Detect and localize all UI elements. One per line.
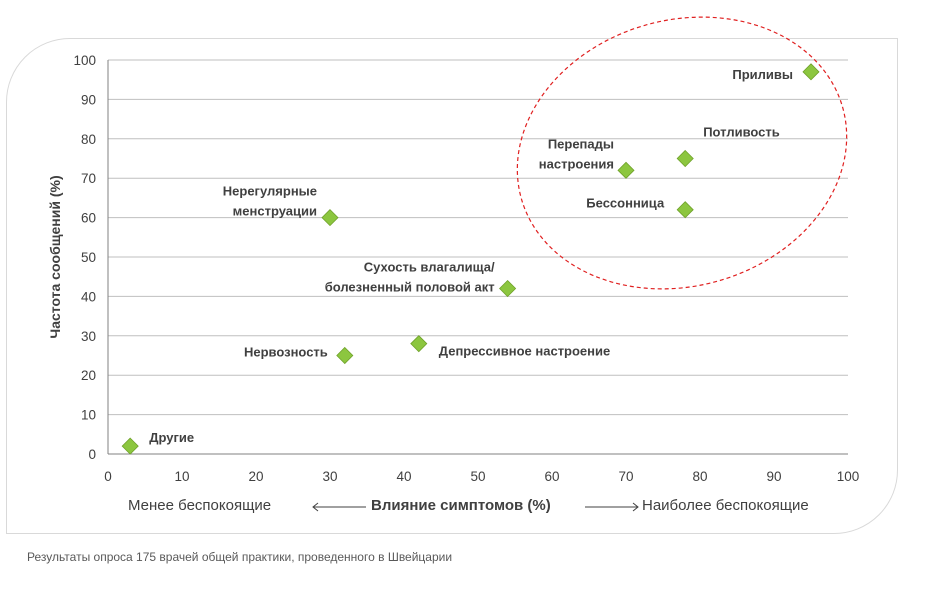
y-axis-title: Частота сообщений (%) [47, 175, 63, 338]
data-point-marker [499, 279, 517, 298]
footnote: Результаты опроса 175 врачей общей практ… [27, 550, 453, 564]
point-label: Бессонница [586, 196, 665, 211]
point-label: Перепады настроения [539, 136, 614, 171]
y-tick-label: 40 [81, 289, 96, 304]
x-tick-label: 90 [766, 469, 781, 484]
y-tick-label: 60 [81, 211, 96, 226]
point-label: Нерегулярные менструации [223, 184, 317, 219]
point-label: Депрессивное настроение [439, 344, 610, 359]
point-label: Потливость [703, 125, 780, 140]
x-tick-label: 10 [174, 469, 189, 484]
x-axis-title: Влияние симптомов (%) [371, 497, 551, 514]
y-tick-label: 80 [81, 132, 96, 147]
y-tick-label: 20 [81, 368, 96, 383]
x-axis-title-row: Менее беспокоящие Влияние симптомов (%) … [0, 497, 932, 519]
point-labels: Приливы Потливость Перепады настроения Бессо… [149, 67, 793, 445]
data-point-marker [336, 346, 354, 365]
x-tick-label: 70 [618, 469, 633, 484]
highlight-ellipse [516, 16, 848, 290]
data-point-marker [121, 437, 139, 455]
data-point-marker [617, 161, 635, 179]
x-tick-label: 40 [396, 469, 411, 484]
x-tick-label: 0 [104, 469, 112, 484]
x-tick-label: 50 [470, 469, 485, 484]
data-point-marker [410, 335, 428, 353]
data-point-marker [802, 63, 820, 81]
arrow-right-icon [585, 502, 639, 512]
point-label: Приливы [732, 67, 793, 82]
y-tick-label: 50 [81, 250, 96, 265]
x-axis-less-label: Менее беспокоящие [128, 497, 272, 514]
x-tick-label: 20 [248, 469, 263, 484]
y-tick-label: 90 [81, 92, 96, 107]
data-point-marker [676, 149, 694, 168]
point-label: Другие [149, 430, 194, 445]
x-tick-label: 30 [322, 469, 337, 484]
y-tick-label: 100 [73, 53, 96, 68]
chart-frame [6, 38, 898, 534]
point-label: Нервозность [244, 345, 328, 360]
x-tick-label: 60 [544, 469, 559, 484]
data-points [121, 63, 820, 455]
data-point-marker [321, 209, 339, 227]
y-tick-label: 70 [81, 171, 96, 186]
axes [107, 60, 848, 455]
x-axis-most-label: Наиболее беспокоящие [642, 497, 809, 514]
y-tick-label: 30 [81, 329, 96, 344]
x-tick-label: 100 [837, 469, 860, 484]
grid-lines [108, 59, 848, 416]
arrow-left-icon [312, 502, 366, 512]
point-label: Сухость влагалища/болезненный половой ак… [325, 260, 495, 295]
data-point-marker [676, 201, 694, 219]
x-tick-label: 80 [692, 469, 707, 484]
tick-labels: 0 10 20 30 40 50 60 70 80 90 100 0 10 20 30 40 50 60 70 80 9… [73, 53, 859, 484]
y-tick-label: 0 [88, 447, 96, 462]
y-tick-label: 10 [81, 408, 96, 423]
